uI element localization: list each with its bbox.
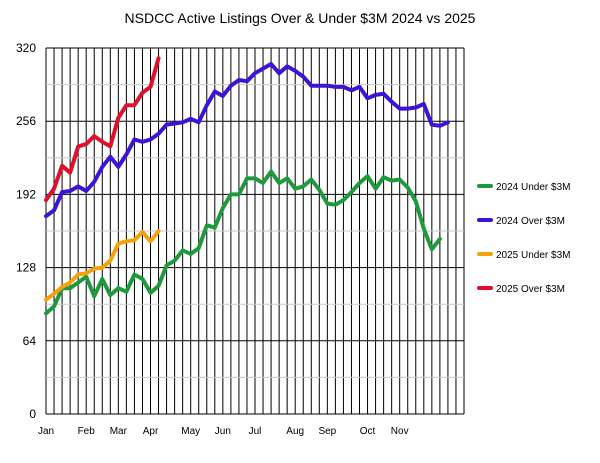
- grid: [45, 47, 465, 415]
- y-tick-label: 256: [16, 114, 36, 128]
- x-tick-label: Aug: [286, 426, 304, 437]
- series-line-0: [44, 169, 442, 316]
- y-tick-label: 64: [23, 334, 37, 348]
- x-tick-label: Apr: [143, 426, 159, 437]
- chart-title: NSDCC Active Listings Over & Under $3M 2…: [125, 10, 476, 26]
- series-line-3: [44, 56, 161, 203]
- x-tick-label: Nov: [391, 426, 409, 437]
- x-tick-label: Sep: [318, 426, 336, 437]
- x-tick-label: Jan: [38, 426, 54, 437]
- x-tick-label: Mar: [110, 426, 128, 437]
- x-axis: Jan Feb Mar Apr May Jun Jul Aug Sep Oct Nov: [38, 426, 409, 437]
- legend-label: 2025 Under $3M: [496, 250, 571, 261]
- x-tick-label: Oct: [360, 426, 376, 437]
- legend: 2024 Under $3M 2024 Over $3M 2025 Under $3…: [477, 182, 571, 295]
- y-axis: 0 64 128 192 256 320: [16, 41, 36, 421]
- legend-label: 2024 Over $3M: [496, 216, 565, 227]
- y-tick-label: 128: [16, 261, 36, 275]
- series-line-1: [44, 62, 450, 219]
- legend-label: 2024 Under $3M: [496, 182, 571, 193]
- x-tick-label: May: [181, 426, 200, 437]
- x-tick-label: Jun: [215, 426, 231, 437]
- series-line-2: [44, 229, 161, 302]
- x-tick-label: Jul: [249, 426, 262, 437]
- x-tick-label: Feb: [78, 426, 96, 437]
- y-tick-label: 192: [16, 187, 36, 201]
- plot-area: [44, 56, 450, 316]
- y-tick-label: 320: [16, 41, 36, 55]
- y-tick-label: 0: [29, 407, 36, 421]
- legend-label: 2025 Over $3M: [496, 284, 565, 295]
